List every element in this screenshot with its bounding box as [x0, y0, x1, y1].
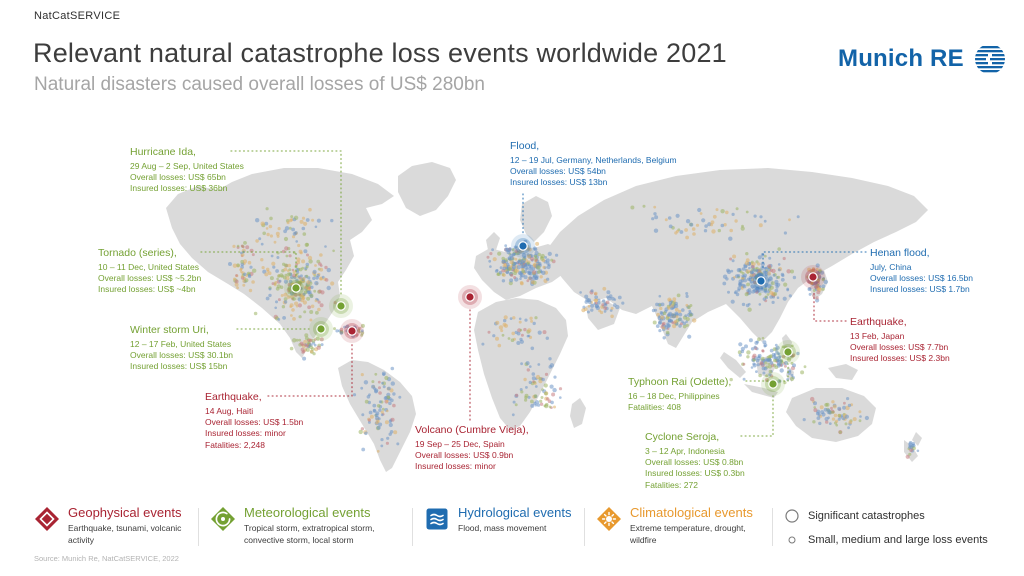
legend-item-meteorological: Meteorological events Tropical storm, ex…: [210, 505, 409, 547]
source-note: Source: Munich Re, NatCatSERVICE, 2022: [34, 554, 179, 563]
legend-desc-climatological: Extreme temperature, drought, wildfire: [630, 523, 746, 546]
significant-catastrophe-icon: [785, 509, 799, 523]
legend-item-geophysical: Geophysical events Earthquake, tsunami, …: [34, 505, 188, 547]
loss-event-dots: [228, 204, 920, 459]
meteorological-icon: [211, 507, 235, 531]
munich-re-globe-icon: [974, 46, 1005, 73]
geophysical-icon: [35, 507, 59, 531]
legend-divider: [198, 508, 199, 546]
marker-earthquake-japan: [801, 265, 825, 289]
marker-hurricane-ida: [329, 294, 353, 318]
loss-event-dot-icon: [788, 536, 796, 544]
legend-divider: [772, 508, 773, 546]
legend-item-hydrological: Hydrological events Flood, mass movement: [424, 505, 603, 535]
munich-re-logo: Munich RE: [838, 42, 1007, 76]
legend-label-geophysical: Geophysical events: [68, 505, 182, 520]
page-subtitle: Natural disasters caused overall losses …: [34, 74, 485, 95]
event-markers: [284, 234, 825, 396]
legend-label-hydrological: Hydrological events: [458, 505, 572, 520]
natcatservice-wordmark: NatCatSERVICE: [34, 10, 121, 22]
munich-re-wordmark: Munich RE: [838, 45, 964, 72]
legend-label-climatological: Climatological events: [630, 505, 753, 520]
climatological-icon: [597, 507, 621, 531]
leader-line-henan-flood: [762, 251, 867, 270]
leader-line-earthquake-haiti: [267, 343, 353, 397]
legend-desc-geophysical: Earthquake, tsunami, volcanic activity: [68, 523, 182, 546]
legend-desc-meteorological: Tropical storm, extratropical storm, con…: [244, 523, 375, 546]
marker-typhoon-rai: [776, 340, 800, 364]
legend-divider: [584, 508, 585, 546]
hydrological-icon: [426, 508, 448, 530]
marker-tornado-series: [284, 276, 308, 300]
marker-volcano-cumbre-vieja: [458, 285, 482, 309]
legend-divider: [412, 508, 413, 546]
continents: [166, 162, 928, 472]
size-legend-small-medium-large: Small, medium and large loss events: [784, 532, 988, 548]
leader-line-typhoon-rai: [745, 363, 789, 382]
size-legend-label: Small, medium and large loss events: [808, 534, 988, 546]
size-legend-significant: Significant catastrophes: [784, 508, 988, 524]
leader-lines: [200, 150, 867, 437]
marker-flood-europe: [511, 234, 535, 258]
legend-desc-hydrological: Flood, mass movement: [458, 523, 547, 534]
leader-line-hurricane-ida: [230, 150, 342, 295]
legend-label-meteorological: Meteorological events: [244, 505, 371, 520]
leader-line-cyclone-seroja: [740, 395, 774, 437]
size-legend: Significant catastrophes Small, medium a…: [784, 508, 988, 556]
legend-item-climatological: Climatological events Extreme temperatur…: [596, 505, 765, 547]
page-title: Relevant natural catastrophe loss events…: [33, 38, 727, 68]
marker-cyclone-seroja: [761, 372, 785, 396]
marker-henan-flood: [749, 269, 773, 293]
size-legend-label: Significant catastrophes: [808, 510, 925, 522]
marker-winter-storm-uri: [309, 317, 333, 341]
marker-earthquake-haiti: [340, 319, 364, 343]
